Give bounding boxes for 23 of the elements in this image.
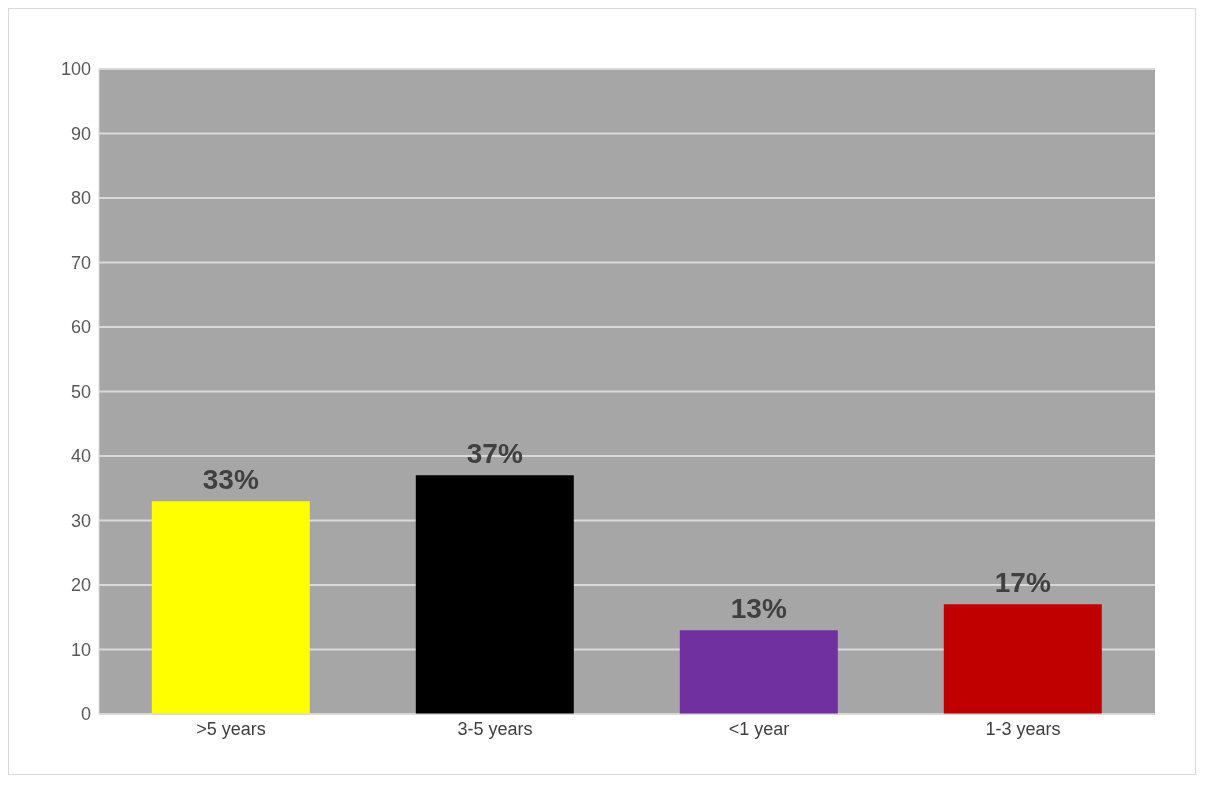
y-tick-label: 70 [70,252,91,273]
x-tick-label: 3-5 years [457,718,533,739]
y-tick-label: 0 [80,704,91,725]
y-tick-label: 10 [70,639,91,660]
data-label: 37% [466,438,523,470]
y-tick-label: 30 [70,510,91,531]
y-tick-label: 80 [70,188,91,209]
y-tick-label: 90 [70,123,91,144]
bar [943,604,1102,714]
data-label: 33% [202,464,259,496]
y-tick-label: 50 [70,381,91,402]
y-tick-label: 60 [70,317,91,338]
bar [679,630,838,714]
y-tick-label: 40 [70,446,91,467]
y-tick-label: 100 [60,59,91,80]
y-tick-label: 20 [70,575,91,596]
x-tick-label: 1-3 years [985,718,1061,739]
bar [151,501,310,714]
data-label: 13% [730,593,787,625]
bar [415,475,574,714]
x-tick-label: >5 years [196,718,266,739]
data-label: 17% [994,567,1051,599]
x-tick-label: <1 year [728,718,790,739]
